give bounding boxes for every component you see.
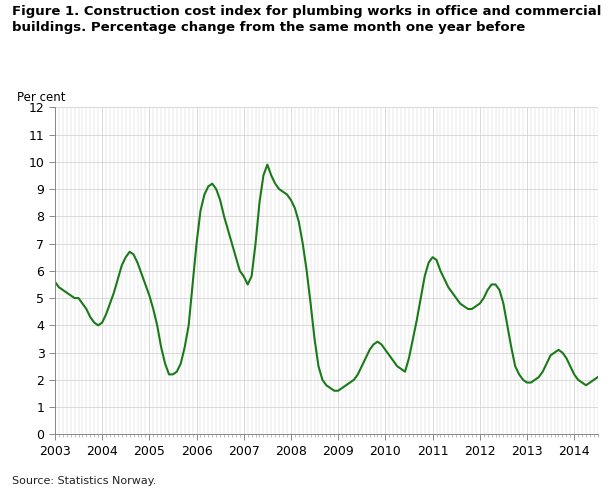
Text: Figure 1. Construction cost index for plumbing works in office and commercial
bu: Figure 1. Construction cost index for pl… (12, 5, 601, 34)
Text: Source: Statistics Norway.: Source: Statistics Norway. (12, 476, 157, 486)
Text: Per cent: Per cent (17, 91, 65, 104)
